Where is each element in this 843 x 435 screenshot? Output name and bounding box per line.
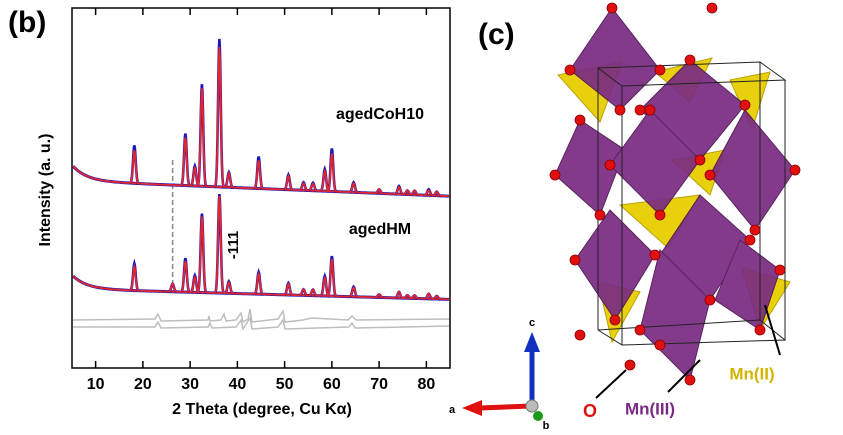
x-tick-label: 20 [134, 376, 152, 393]
x-tick-label: 80 [417, 376, 435, 393]
x-tick-label: 60 [323, 376, 341, 393]
axis-label: b [543, 420, 550, 430]
atom-label: O [583, 401, 597, 421]
y-axis-title: Intensity (a. u.) [37, 134, 54, 247]
axis-triad [462, 332, 543, 421]
difference-curves [73, 309, 449, 329]
panel-label: (b) [8, 6, 46, 39]
x-tick-label: 30 [181, 376, 199, 393]
peak [224, 173, 234, 187]
peak [224, 282, 234, 293]
axis-label: c [529, 317, 535, 329]
annotation: -111 [225, 231, 242, 259]
crystal-structure [550, 3, 800, 385]
peak [283, 176, 293, 190]
panel-label: (c) [478, 18, 515, 51]
x-axis-title: 2 Theta (degree, Cu Kα) [172, 401, 352, 418]
peak [283, 284, 293, 295]
pattern-label: agedCoH10 [336, 106, 424, 123]
axis-label: a [449, 404, 456, 416]
pattern-label: agedHM [349, 221, 411, 238]
x-tick-label: 10 [87, 376, 105, 393]
atom-label: Mn(III) [625, 399, 675, 418]
x-tick-label: 40 [228, 376, 246, 393]
x-tick-label: 50 [276, 376, 294, 393]
x-tick-label: 70 [370, 376, 388, 393]
atom-label: Mn(II) [729, 364, 774, 383]
